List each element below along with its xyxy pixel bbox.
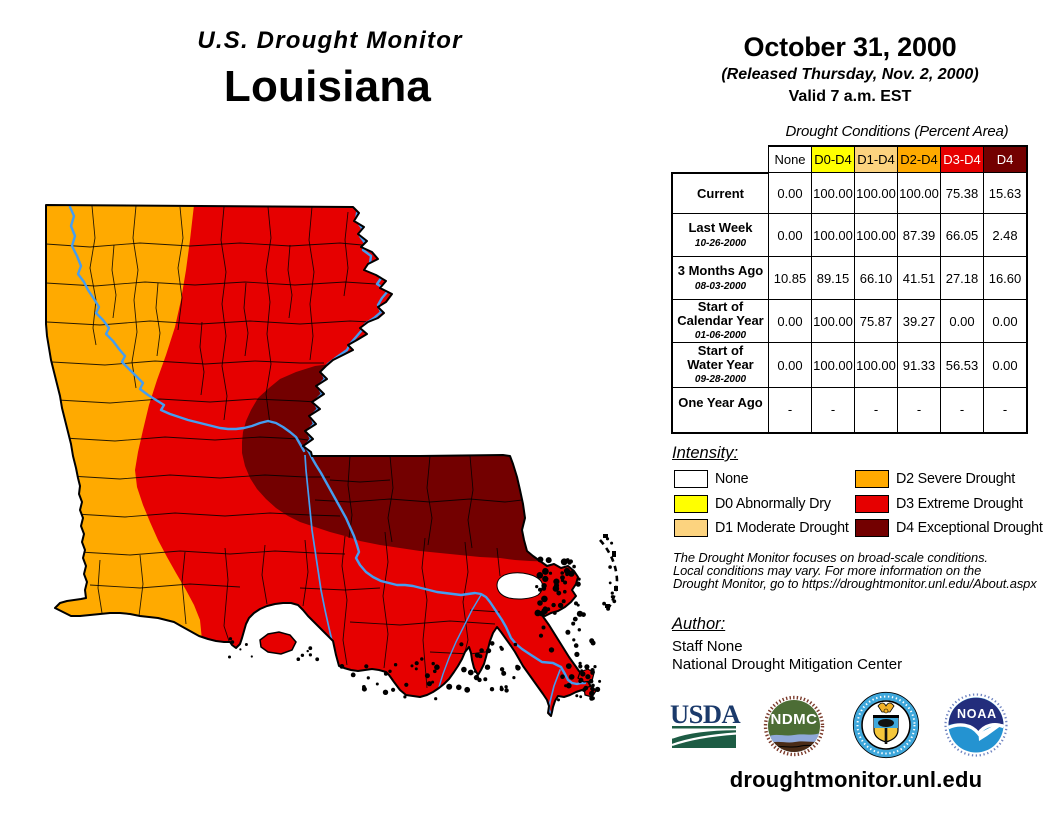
svg-text:NDMC: NDMC	[771, 711, 818, 728]
svg-text:USDA: USDA	[670, 699, 741, 729]
svg-text:NOAA: NOAA	[957, 707, 997, 721]
